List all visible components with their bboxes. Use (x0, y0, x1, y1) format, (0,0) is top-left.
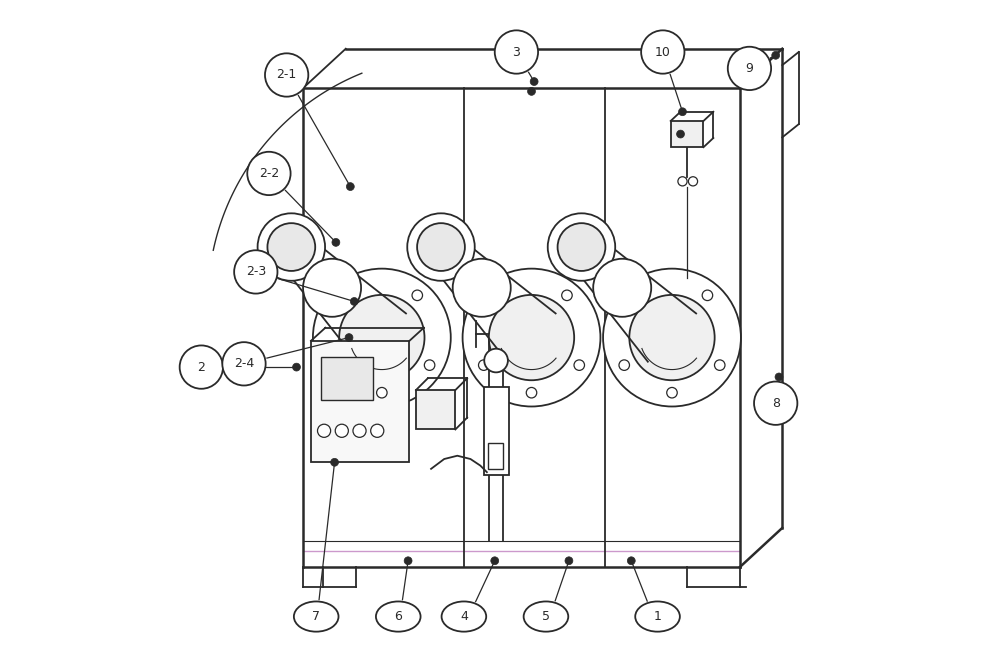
Circle shape (267, 223, 315, 271)
Text: 2-3: 2-3 (246, 265, 266, 279)
Circle shape (484, 349, 508, 372)
Polygon shape (428, 234, 556, 361)
Circle shape (677, 130, 684, 138)
Circle shape (530, 77, 538, 85)
Text: 2-2: 2-2 (259, 167, 279, 180)
Text: 7: 7 (312, 610, 320, 623)
Circle shape (702, 290, 713, 301)
Circle shape (331, 458, 339, 466)
Circle shape (629, 295, 715, 380)
Text: 2-4: 2-4 (234, 357, 254, 370)
Circle shape (463, 269, 600, 406)
Circle shape (491, 290, 501, 301)
Ellipse shape (635, 602, 680, 632)
Circle shape (619, 360, 629, 370)
Circle shape (641, 30, 684, 73)
Circle shape (318, 424, 331, 438)
Circle shape (222, 342, 266, 385)
Polygon shape (278, 234, 406, 361)
Circle shape (377, 387, 387, 398)
Circle shape (453, 259, 511, 317)
Bar (416, 390, 455, 430)
Text: 5: 5 (542, 610, 550, 623)
Text: 3: 3 (512, 46, 520, 58)
Circle shape (341, 290, 352, 301)
Circle shape (491, 557, 499, 565)
Circle shape (247, 152, 291, 195)
Circle shape (574, 360, 585, 370)
Circle shape (679, 108, 686, 116)
Circle shape (346, 183, 354, 191)
Circle shape (728, 47, 771, 90)
Polygon shape (568, 234, 696, 361)
Circle shape (667, 387, 677, 398)
Circle shape (526, 387, 537, 398)
Text: 2: 2 (197, 361, 205, 373)
Text: 4: 4 (460, 610, 468, 623)
Circle shape (335, 424, 348, 438)
Circle shape (258, 213, 325, 281)
Circle shape (265, 54, 308, 97)
Ellipse shape (442, 602, 486, 632)
Circle shape (180, 346, 223, 389)
Circle shape (631, 290, 642, 301)
Circle shape (603, 269, 741, 406)
Circle shape (714, 360, 725, 370)
Circle shape (528, 87, 535, 95)
Circle shape (329, 360, 339, 370)
Text: 8: 8 (772, 397, 780, 410)
Bar (311, 341, 409, 462)
Circle shape (562, 290, 572, 301)
Circle shape (754, 381, 797, 425)
Circle shape (303, 259, 361, 317)
Text: 10: 10 (655, 46, 671, 58)
Circle shape (293, 363, 300, 371)
Circle shape (407, 213, 475, 281)
Bar (488, 443, 503, 469)
Circle shape (495, 30, 538, 73)
Ellipse shape (524, 602, 568, 632)
Bar (321, 357, 373, 400)
Circle shape (479, 360, 489, 370)
Circle shape (412, 290, 423, 301)
Circle shape (332, 238, 340, 246)
Circle shape (775, 373, 783, 381)
Text: 2-1: 2-1 (277, 68, 297, 81)
Bar (484, 387, 509, 475)
Circle shape (339, 295, 425, 380)
Text: 9: 9 (746, 62, 753, 75)
Circle shape (558, 223, 605, 271)
Circle shape (404, 557, 412, 565)
Circle shape (424, 360, 435, 370)
Text: 1: 1 (654, 610, 661, 623)
Circle shape (313, 269, 451, 406)
Bar (671, 121, 703, 147)
Circle shape (371, 424, 384, 438)
Ellipse shape (294, 602, 339, 632)
Circle shape (489, 295, 574, 380)
Circle shape (350, 297, 358, 305)
Ellipse shape (376, 602, 421, 632)
Circle shape (345, 334, 353, 342)
Circle shape (548, 213, 615, 281)
Circle shape (565, 557, 573, 565)
Circle shape (678, 177, 687, 186)
Text: 6: 6 (394, 610, 402, 623)
Circle shape (772, 52, 780, 59)
Circle shape (417, 223, 465, 271)
Circle shape (353, 424, 366, 438)
Circle shape (627, 557, 635, 565)
Circle shape (688, 177, 698, 186)
Circle shape (234, 250, 277, 293)
Circle shape (593, 259, 651, 317)
